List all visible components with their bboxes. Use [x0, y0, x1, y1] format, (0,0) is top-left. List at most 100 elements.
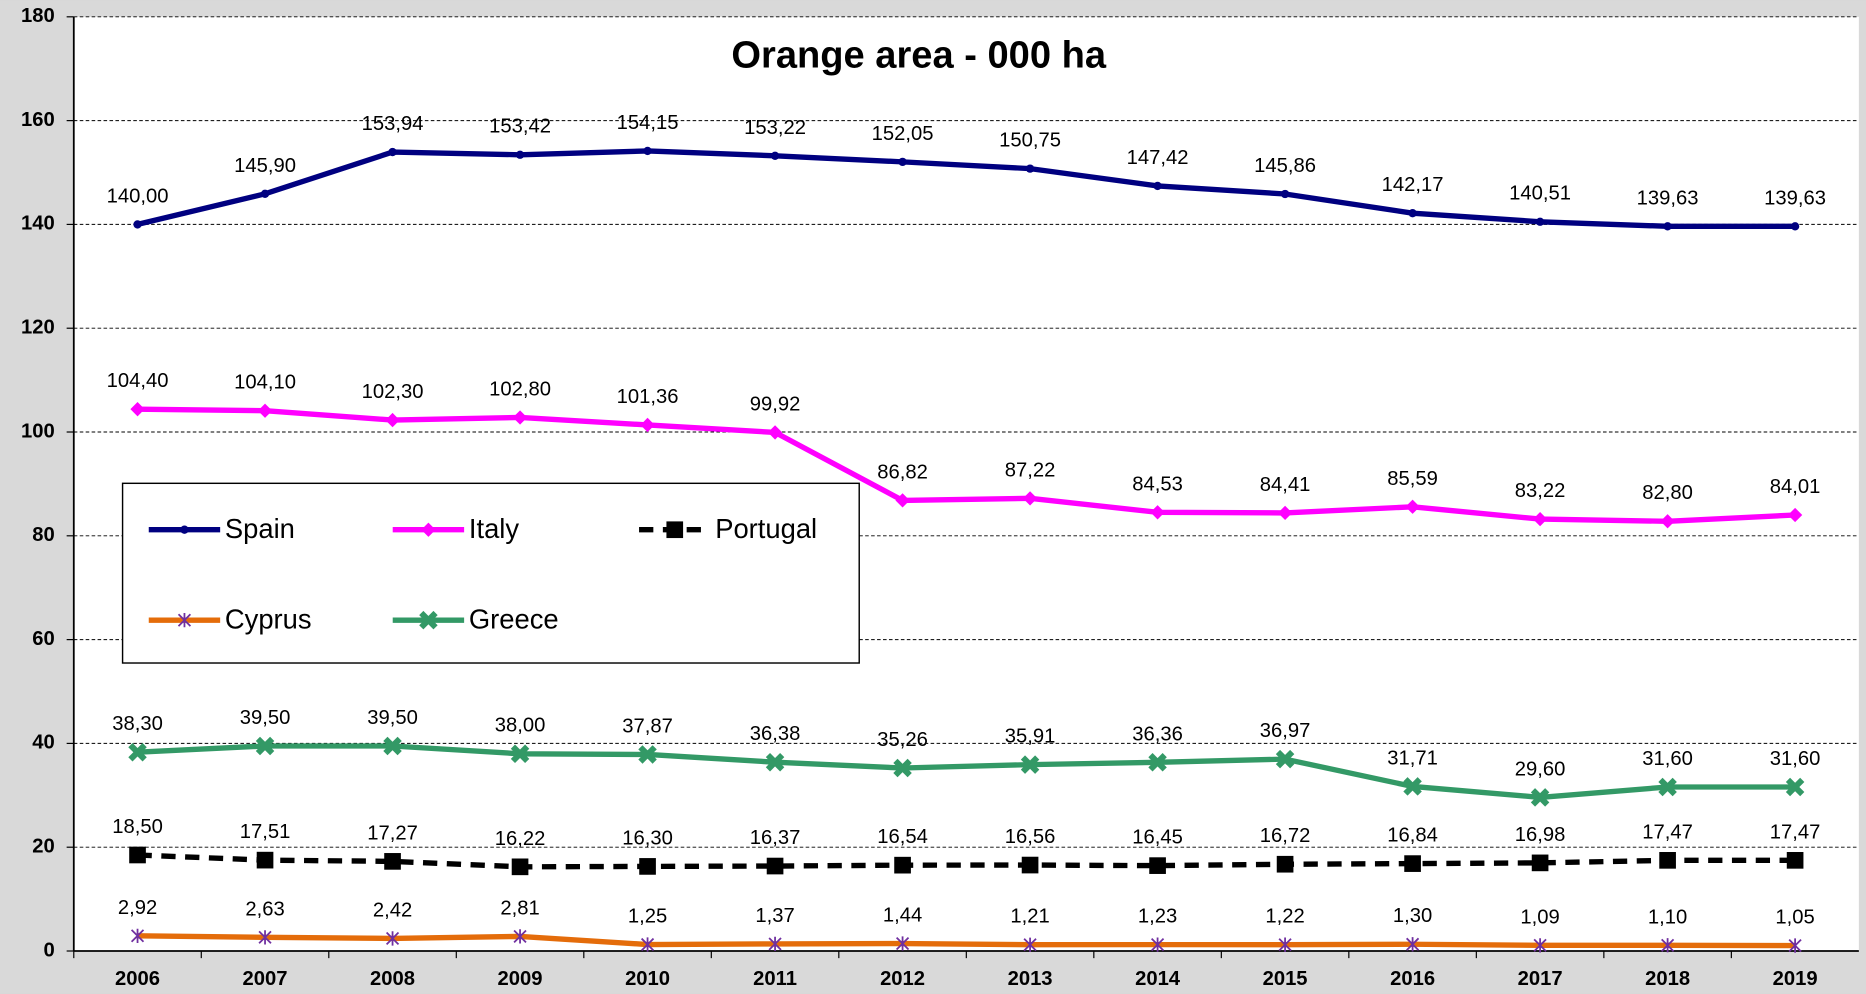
marker — [770, 151, 780, 160]
data-label: 140,51 — [1509, 183, 1571, 205]
legend-marker — [666, 521, 684, 539]
marker — [511, 858, 529, 876]
data-label: 16,37 — [750, 827, 801, 849]
data-label: 17,47 — [1770, 821, 1821, 843]
line — [137, 406, 1796, 524]
marker — [384, 853, 401, 870]
data-label: 84,41 — [1260, 474, 1311, 496]
marker — [639, 858, 656, 875]
data-label: 39,50 — [367, 707, 418, 729]
marker — [1020, 755, 1040, 774]
data-label: 38,00 — [495, 715, 546, 737]
marker — [515, 150, 525, 159]
series: 18,50 17,51 17,27 16,22 16,30 16,37 16,54 16,56… — [112, 816, 1821, 876]
marker — [1153, 181, 1162, 191]
marker — [1406, 937, 1420, 952]
data-label: 84,01 — [1770, 476, 1821, 498]
y-tick-label: 120 — [21, 317, 55, 339]
x-tick-label: 2011 — [753, 968, 797, 990]
marker — [1658, 777, 1677, 797]
x-tick-label: 2018 — [1645, 968, 1690, 990]
data-label: 35,26 — [877, 729, 928, 751]
marker — [1149, 857, 1166, 874]
marker — [1530, 788, 1550, 807]
data-label: 36,97 — [1260, 720, 1311, 742]
data-label: 36,36 — [1132, 723, 1183, 745]
marker — [893, 758, 912, 778]
data-label: 145,86 — [1254, 155, 1316, 177]
y-tick-label: 180 — [21, 5, 55, 27]
marker — [1659, 852, 1676, 869]
marker — [1150, 937, 1165, 952]
data-label: 31,60 — [1770, 748, 1821, 770]
data-label: 31,71 — [1387, 747, 1438, 769]
data-label: 29,60 — [1515, 758, 1566, 780]
data-label: 104,40 — [107, 370, 169, 392]
data-label: 102,30 — [362, 381, 424, 403]
marker — [133, 220, 142, 229]
marker — [385, 931, 400, 946]
marker — [640, 937, 655, 952]
data-label: 2,92 — [118, 897, 157, 919]
data-label: 153,94 — [362, 113, 424, 135]
data-label: 16,56 — [1005, 826, 1056, 848]
marker — [765, 752, 785, 772]
legend-marker — [421, 522, 436, 537]
data-label: 16,98 — [1515, 824, 1566, 846]
line — [137, 852, 1796, 870]
marker — [1788, 938, 1802, 953]
marker — [128, 742, 147, 762]
data-label: 1,10 — [1648, 906, 1687, 928]
data-label: 2,81 — [500, 897, 539, 919]
data-label: 39,50 — [240, 707, 291, 729]
data-label: 140,00 — [107, 185, 169, 207]
x-tick-label: 2006 — [115, 968, 160, 990]
legend-label: Italy — [469, 513, 519, 544]
data-label: 16,54 — [877, 826, 928, 848]
data-label: 1,22 — [1265, 906, 1304, 928]
data-label: 147,42 — [1127, 147, 1189, 169]
data-label: 102,80 — [489, 378, 551, 400]
x-tick-label: 2019 — [1773, 968, 1818, 990]
marker — [1408, 208, 1417, 218]
data-label: 1,30 — [1393, 905, 1432, 927]
data-label: 1,37 — [755, 905, 794, 927]
data-label: 16,30 — [622, 827, 673, 849]
y-tick-label: 40 — [32, 732, 55, 754]
data-label: 16,45 — [1132, 827, 1183, 849]
y-tick-label: 100 — [21, 420, 55, 442]
marker — [1278, 937, 1292, 952]
marker — [1785, 777, 1805, 797]
legend-marker — [180, 525, 189, 534]
data-label: 142,17 — [1382, 174, 1444, 196]
legend-label: Greece — [469, 604, 559, 635]
data-label: 101,36 — [617, 386, 679, 408]
line — [137, 743, 1796, 801]
data-label: 1,21 — [1010, 906, 1049, 928]
marker — [1535, 217, 1545, 226]
y-tick-label: 60 — [32, 628, 55, 650]
marker — [1404, 855, 1421, 872]
marker — [1403, 777, 1422, 796]
x-tick-label: 2015 — [1263, 968, 1308, 990]
data-label: 17,47 — [1642, 821, 1693, 843]
legend — [121, 482, 860, 664]
x-tick-label: 2007 — [243, 968, 288, 990]
data-label: 86,82 — [877, 461, 928, 483]
legend-label: Cyprus — [225, 604, 312, 635]
data-label: 17,27 — [367, 822, 418, 844]
data-label: 18,50 — [112, 816, 163, 838]
x-tick-label: 2016 — [1390, 968, 1435, 990]
data-label: 83,22 — [1515, 480, 1566, 502]
data-label: 150,75 — [999, 130, 1061, 152]
data-label: 2,63 — [245, 898, 284, 920]
x-tick-label: 2017 — [1518, 968, 1563, 990]
x-tick-label: 2012 — [880, 968, 925, 990]
x-tick-label: 2010 — [625, 968, 670, 990]
marker — [383, 736, 402, 756]
data-label: 35,91 — [1005, 726, 1056, 748]
marker — [257, 403, 273, 418]
line — [137, 933, 1796, 949]
marker — [1786, 852, 1804, 869]
